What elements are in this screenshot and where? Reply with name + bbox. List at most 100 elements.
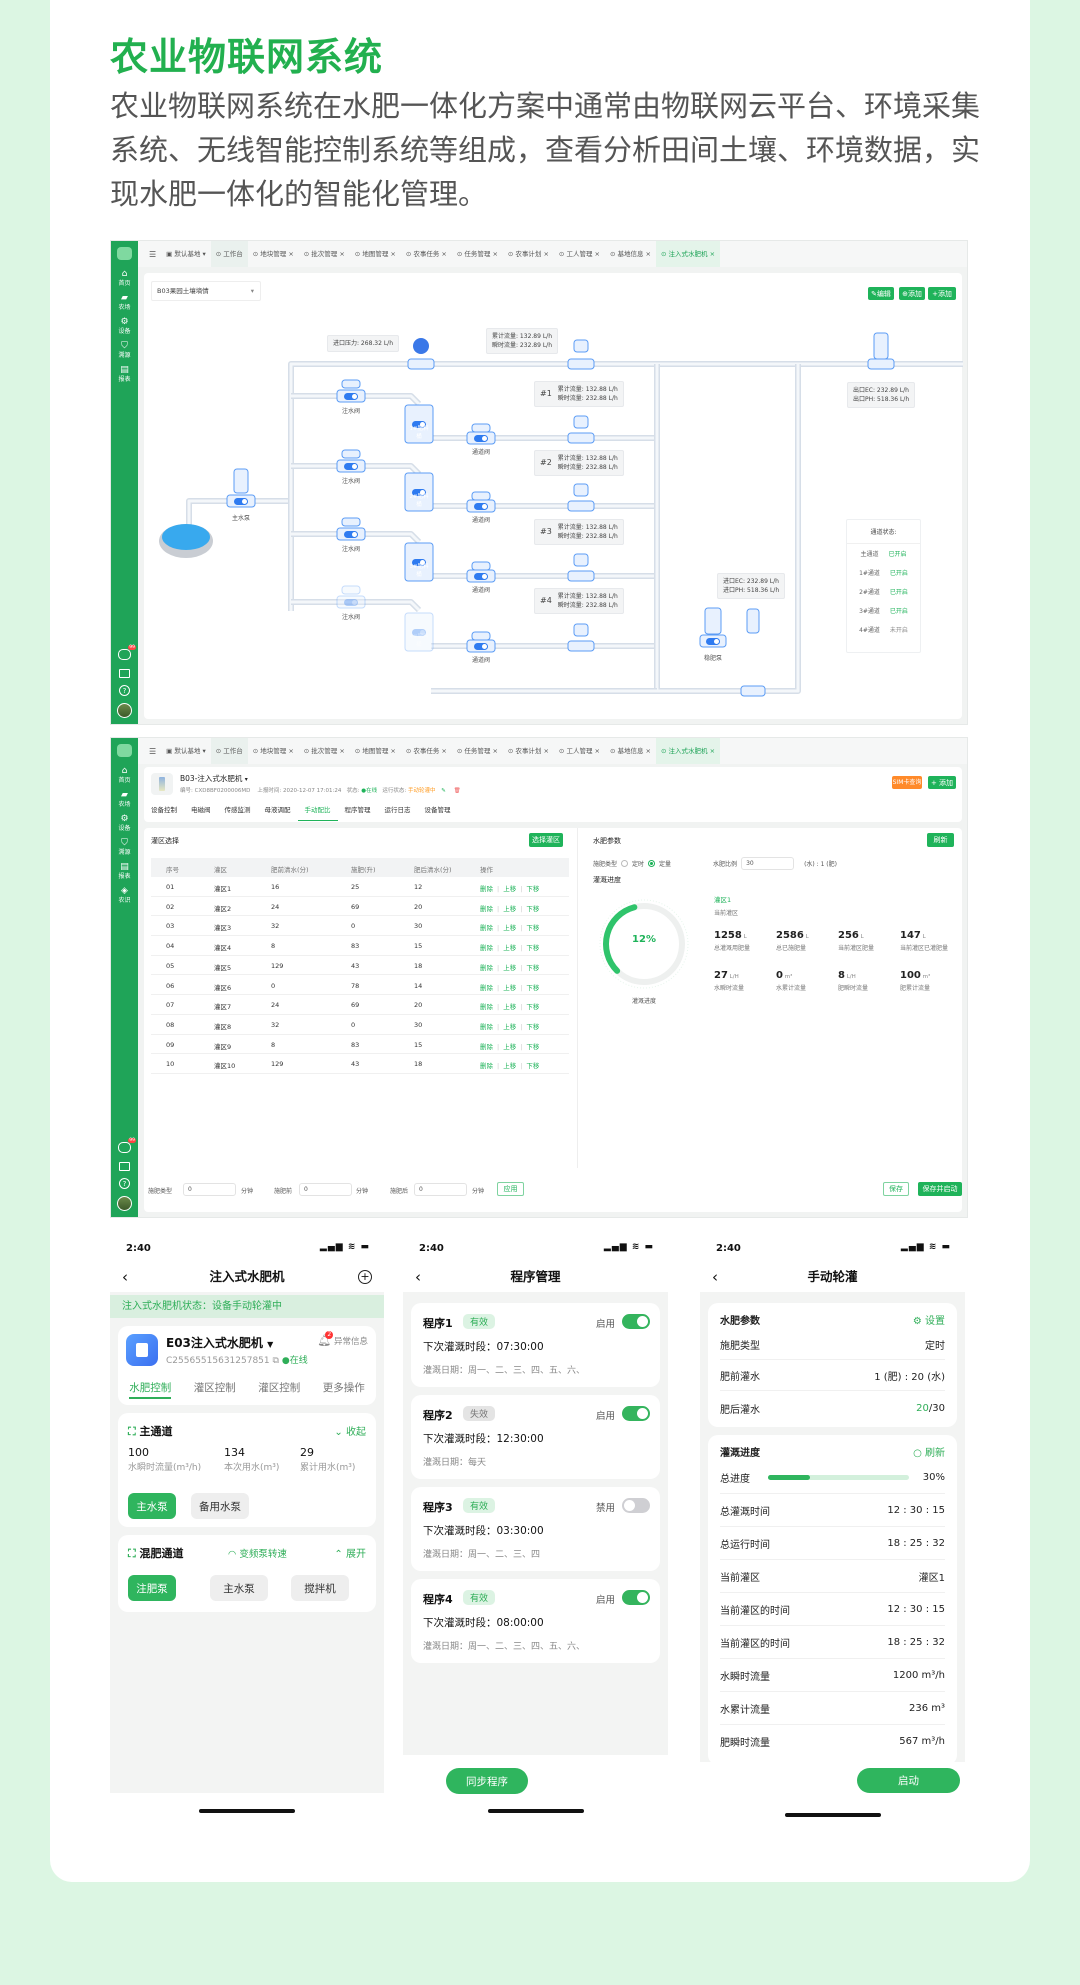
sidebar-item-device[interactable]: ⚙ 设备: [111, 317, 138, 336]
avatar[interactable]: [117, 703, 132, 718]
message-icon[interactable]: [119, 1162, 130, 1171]
close-icon[interactable]: ×: [707, 747, 716, 755]
base-select[interactable]: B03果园土壤墒情 ▾: [151, 281, 261, 301]
close-icon[interactable]: ×: [439, 250, 447, 258]
sidebar-item-farm[interactable]: ▰ 农场: [111, 790, 138, 809]
close-icon[interactable]: ×: [388, 250, 396, 258]
delete-link[interactable]: 删除: [480, 904, 493, 913]
subtab[interactable]: 手动配比: [297, 803, 338, 821]
sidebar-item-home[interactable]: ⌂ 首页: [111, 269, 138, 288]
close-icon[interactable]: ×: [490, 250, 498, 258]
move-up-link[interactable]: 上移: [503, 904, 517, 913]
subtab[interactable]: 传感监测: [224, 806, 251, 814]
tab-9[interactable]: ⊙ 基地信息 ×: [605, 738, 656, 764]
home-indicator[interactable]: [199, 1809, 295, 1813]
refresh-button[interactable]: 刷新: [927, 833, 954, 847]
chat-icon[interactable]: 99: [118, 645, 136, 660]
delete-link[interactable]: 删除: [480, 885, 493, 893]
menu-toggle-icon[interactable]: ☰: [149, 746, 157, 756]
tab-9[interactable]: ⊙ 基地信息 ×: [605, 241, 656, 267]
tab-3[interactable]: ⊙ 批次管理 ×: [299, 738, 350, 764]
sidebar-item-trace[interactable]: ⛉ 溯源: [111, 838, 138, 857]
alarm-info[interactable]: 🔔︎ 2 异常信息: [317, 1331, 368, 1347]
footer-before-input[interactable]: 0: [299, 1183, 352, 1196]
move-down-link[interactable]: 下移: [526, 1022, 540, 1031]
move-down-link[interactable]: 下移: [526, 944, 540, 953]
move-up-link[interactable]: 上移: [503, 1062, 517, 1071]
tab-8[interactable]: ⊙ 工人管理 ×: [554, 241, 605, 267]
subtab[interactable]: 程序管理: [344, 806, 371, 814]
program-toggle[interactable]: [622, 1314, 650, 1329]
pump-speed-button[interactable]: ◠ 变频泵转速: [228, 1546, 287, 1560]
back-icon[interactable]: ‹: [415, 1268, 421, 1286]
tab-3[interactable]: ⊙ 批次管理 ×: [299, 241, 350, 267]
move-down-link[interactable]: 下移: [526, 885, 540, 893]
move-down-link[interactable]: 下移: [526, 983, 540, 992]
menu-toggle-icon[interactable]: ☰: [149, 249, 157, 259]
main-pump-button[interactable]: 主水泵: [128, 1493, 176, 1519]
move-up-link[interactable]: 上移: [503, 944, 517, 953]
move-down-link[interactable]: 下移: [526, 924, 540, 933]
sync-program-button[interactable]: 同步程序: [446, 1768, 528, 1794]
select-zone-button[interactable]: 选择灌区: [529, 833, 563, 847]
add-button[interactable]: ⊕ 添加: [899, 287, 925, 300]
base-switch[interactable]: ▣ 默认基地 ▾: [166, 747, 206, 755]
help-icon[interactable]: ?: [119, 1178, 130, 1189]
move-up-link[interactable]: 上移: [503, 963, 517, 972]
close-icon[interactable]: ×: [286, 747, 294, 755]
move-down-link[interactable]: 下移: [526, 1062, 540, 1071]
edit-icon[interactable]: ✎: [441, 788, 446, 794]
tab-2[interactable]: ⊙ 地块管理 ×: [248, 241, 299, 267]
delete-link[interactable]: 删除: [480, 944, 493, 953]
tab-6[interactable]: ⊙ 任务管理 ×: [452, 738, 503, 764]
edit-button[interactable]: ✎ 编辑: [868, 287, 894, 300]
save-and-start-button[interactable]: 保存并启动: [918, 1182, 962, 1196]
tab-5[interactable]: ⊙ 农事任务 ×: [401, 738, 452, 764]
sidebar-item-trace[interactable]: ⛉ 溯源: [111, 341, 138, 360]
delete-link[interactable]: 删除: [480, 1022, 493, 1031]
move-up-link[interactable]: 上移: [503, 1003, 517, 1012]
close-icon[interactable]: ×: [286, 250, 294, 258]
close-icon[interactable]: ×: [439, 747, 447, 755]
close-icon[interactable]: ×: [592, 250, 600, 258]
apply-button[interactable]: 应用: [497, 1182, 524, 1196]
delete-link[interactable]: 删除: [480, 924, 493, 933]
sidebar-item-report[interactable]: ▤ 报表: [111, 862, 138, 881]
tab-1[interactable]: ⊙ 工作台: [210, 738, 248, 764]
delete-icon[interactable]: 🗑: [453, 788, 461, 794]
move-down-link[interactable]: 下移: [526, 963, 540, 972]
add-new-button[interactable]: + 添加: [928, 287, 956, 300]
sidebar-item-report[interactable]: ▤ 报表: [111, 365, 138, 384]
close-icon[interactable]: ×: [643, 250, 651, 258]
tab-4[interactable]: ⊙ 地图管理 ×: [350, 738, 401, 764]
move-down-link[interactable]: 下移: [526, 904, 540, 913]
tab-8[interactable]: ⊙ 工人管理 ×: [554, 738, 605, 764]
sidebar-item-device[interactable]: ⚙ 设备: [111, 814, 138, 833]
start-button[interactable]: 启动: [857, 1768, 960, 1793]
tab-6[interactable]: ⊙ 任务管理 ×: [452, 241, 503, 267]
footer-after-input[interactable]: 0: [414, 1183, 467, 1196]
move-up-link[interactable]: 上移: [503, 1022, 517, 1031]
tab-4[interactable]: ⊙ 地图管理 ×: [350, 241, 401, 267]
tab-7[interactable]: ⊙ 农事计划 ×: [503, 738, 554, 764]
back-icon[interactable]: ‹: [712, 1268, 718, 1286]
sidebar-item-home[interactable]: ⌂ 首页: [111, 766, 138, 785]
home-indicator[interactable]: [784, 1813, 881, 1817]
save-button[interactable]: 保存: [883, 1182, 909, 1196]
chat-icon[interactable]: 99: [118, 1138, 136, 1153]
delete-link[interactable]: 删除: [480, 1003, 493, 1012]
subtab[interactable]: 设备控制: [151, 806, 177, 814]
tab-10[interactable]: ⊙ 注入式水肥机 ×: [655, 738, 721, 764]
close-icon[interactable]: ×: [592, 747, 600, 755]
close-icon[interactable]: ×: [337, 250, 345, 258]
device-tab[interactable]: 灌区控制: [258, 1382, 301, 1394]
expand-button[interactable]: ⌃ 展开: [334, 1545, 366, 1560]
avatar[interactable]: [117, 1196, 132, 1211]
close-icon[interactable]: ×: [337, 747, 345, 755]
close-icon[interactable]: ×: [541, 747, 549, 755]
delete-link[interactable]: 删除: [480, 983, 493, 992]
program-toggle[interactable]: [622, 1498, 650, 1513]
back-icon[interactable]: ‹: [122, 1268, 128, 1286]
collapse-button[interactable]: ⌄ 收起: [334, 1423, 366, 1438]
footer-fert-type-input[interactable]: 0: [183, 1183, 236, 1196]
